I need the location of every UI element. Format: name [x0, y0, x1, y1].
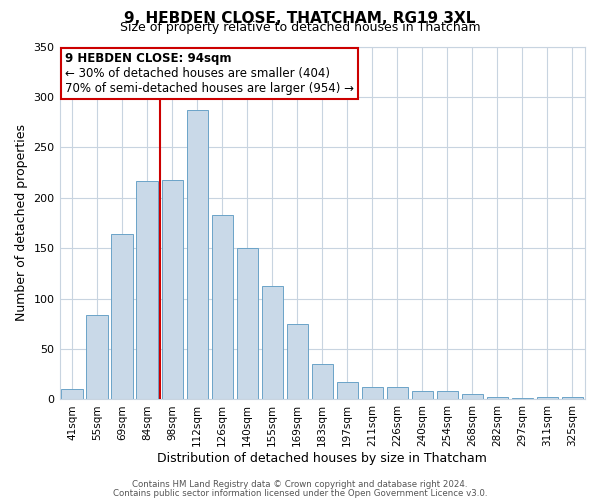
- Bar: [287, 324, 308, 400]
- X-axis label: Distribution of detached houses by size in Thatcham: Distribution of detached houses by size …: [157, 452, 487, 465]
- Bar: [437, 392, 458, 400]
- Text: 9, HEBDEN CLOSE, THATCHAM, RG19 3XL: 9, HEBDEN CLOSE, THATCHAM, RG19 3XL: [124, 11, 476, 26]
- Y-axis label: Number of detached properties: Number of detached properties: [15, 124, 28, 322]
- Bar: [86, 314, 108, 400]
- Text: ← 30% of detached houses are smaller (404)
70% of semi-detached houses are large: ← 30% of detached houses are smaller (40…: [65, 52, 354, 95]
- Bar: [562, 398, 583, 400]
- Bar: [61, 390, 83, 400]
- Bar: [136, 180, 158, 400]
- Bar: [362, 388, 383, 400]
- Bar: [512, 398, 533, 400]
- Bar: [236, 248, 258, 400]
- Bar: [187, 110, 208, 400]
- Text: Size of property relative to detached houses in Thatcham: Size of property relative to detached ho…: [119, 21, 481, 34]
- Bar: [537, 398, 558, 400]
- Bar: [337, 382, 358, 400]
- Bar: [112, 234, 133, 400]
- Bar: [311, 364, 333, 400]
- Bar: [161, 180, 183, 400]
- Bar: [262, 286, 283, 400]
- Text: Contains HM Land Registry data © Crown copyright and database right 2024.: Contains HM Land Registry data © Crown c…: [132, 480, 468, 489]
- Bar: [487, 398, 508, 400]
- Bar: [387, 388, 408, 400]
- Bar: [212, 215, 233, 400]
- Bar: [462, 394, 483, 400]
- Bar: [412, 392, 433, 400]
- Text: Contains public sector information licensed under the Open Government Licence v3: Contains public sector information licen…: [113, 488, 487, 498]
- Text: 9 HEBDEN CLOSE: 94sqm: 9 HEBDEN CLOSE: 94sqm: [65, 52, 231, 65]
